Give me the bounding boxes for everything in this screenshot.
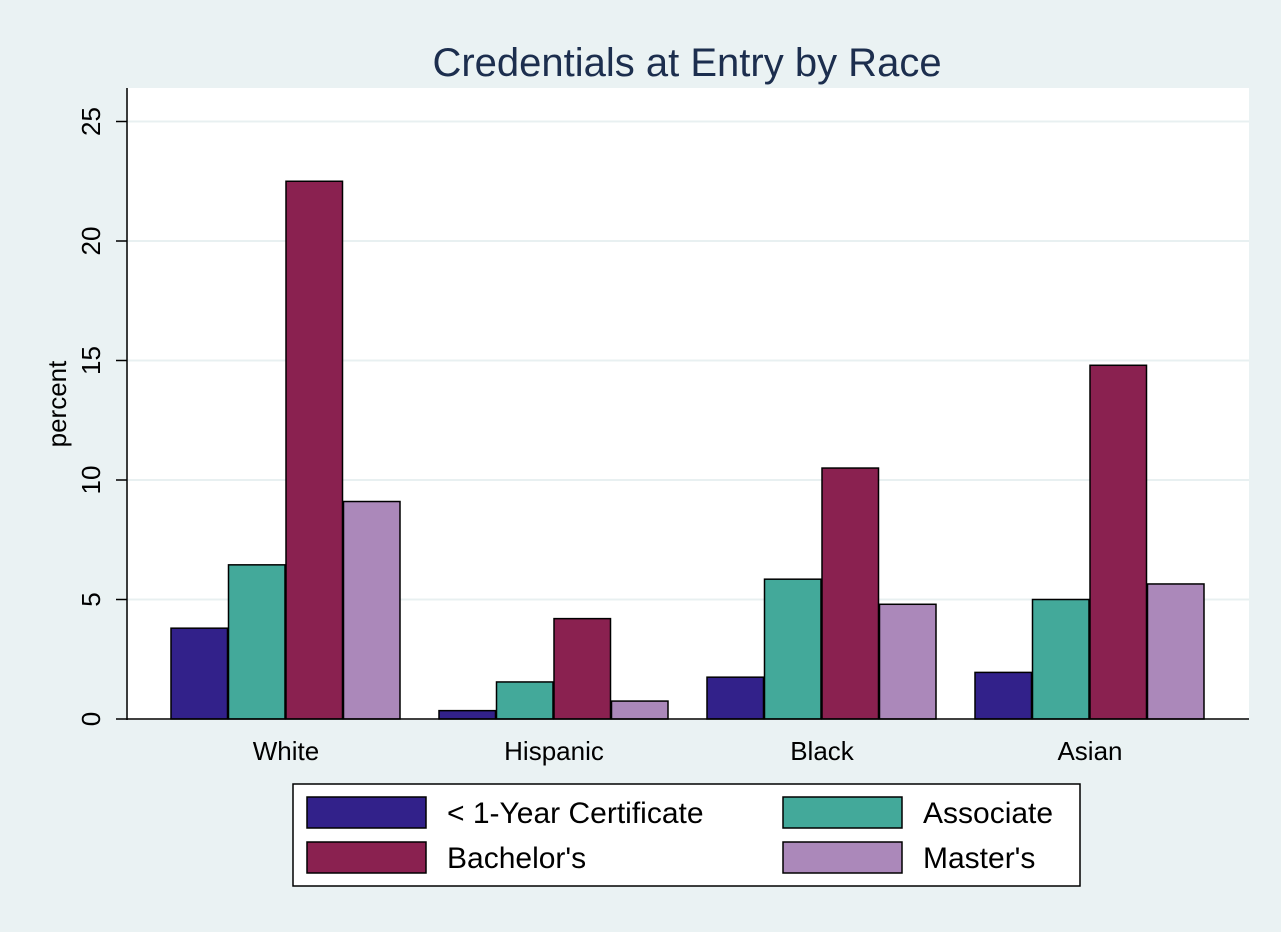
y-tick-label: 20 <box>76 227 106 256</box>
bar-group <box>706 467 937 720</box>
bar <box>1089 364 1148 720</box>
bar <box>821 467 880 720</box>
legend-label: Associate <box>923 797 1053 830</box>
legend: < 1-Year Certificate Associate Bachelor's M… <box>292 783 1081 887</box>
chart-title: Credentials at Entry by Race <box>432 41 941 85</box>
y-tick-label: 25 <box>76 107 106 136</box>
bar <box>1031 598 1090 720</box>
bar <box>438 709 497 720</box>
x-tick-label: Black <box>790 736 855 766</box>
y-tick-label: 0 <box>76 712 106 726</box>
y-axis-ticks: 0 5 10 15 20 25 <box>76 107 127 726</box>
legend-swatch <box>306 796 427 829</box>
x-tick-label: White <box>253 736 319 766</box>
bar <box>1146 583 1205 720</box>
legend-swatch <box>782 796 903 829</box>
legend-label: < 1-Year Certificate <box>447 797 704 830</box>
bar <box>706 676 765 720</box>
bar-group <box>170 180 401 720</box>
bar <box>763 578 822 720</box>
bar <box>170 627 229 720</box>
legend-label: Bachelor's <box>447 842 586 875</box>
y-tick-label: 15 <box>76 346 106 375</box>
y-tick-label: 10 <box>76 466 106 495</box>
bar <box>342 500 401 720</box>
bar <box>878 603 937 720</box>
y-axis-label: percent <box>42 360 72 447</box>
bar-group <box>438 617 669 720</box>
bar <box>495 681 554 720</box>
x-tick-label: Asian <box>1057 736 1122 766</box>
bars <box>170 180 1205 720</box>
x-axis-tick-labels: White Hispanic Black Asian <box>253 736 1123 766</box>
x-tick-label: Hispanic <box>504 736 604 766</box>
bar <box>553 617 612 720</box>
legend-swatch <box>306 841 427 874</box>
legend-label: Master's <box>923 842 1035 875</box>
legend-swatch <box>782 841 903 874</box>
y-tick-label: 5 <box>76 592 106 606</box>
bar <box>974 671 1033 720</box>
bar <box>285 180 344 720</box>
bar <box>610 700 669 720</box>
bar <box>227 564 286 720</box>
